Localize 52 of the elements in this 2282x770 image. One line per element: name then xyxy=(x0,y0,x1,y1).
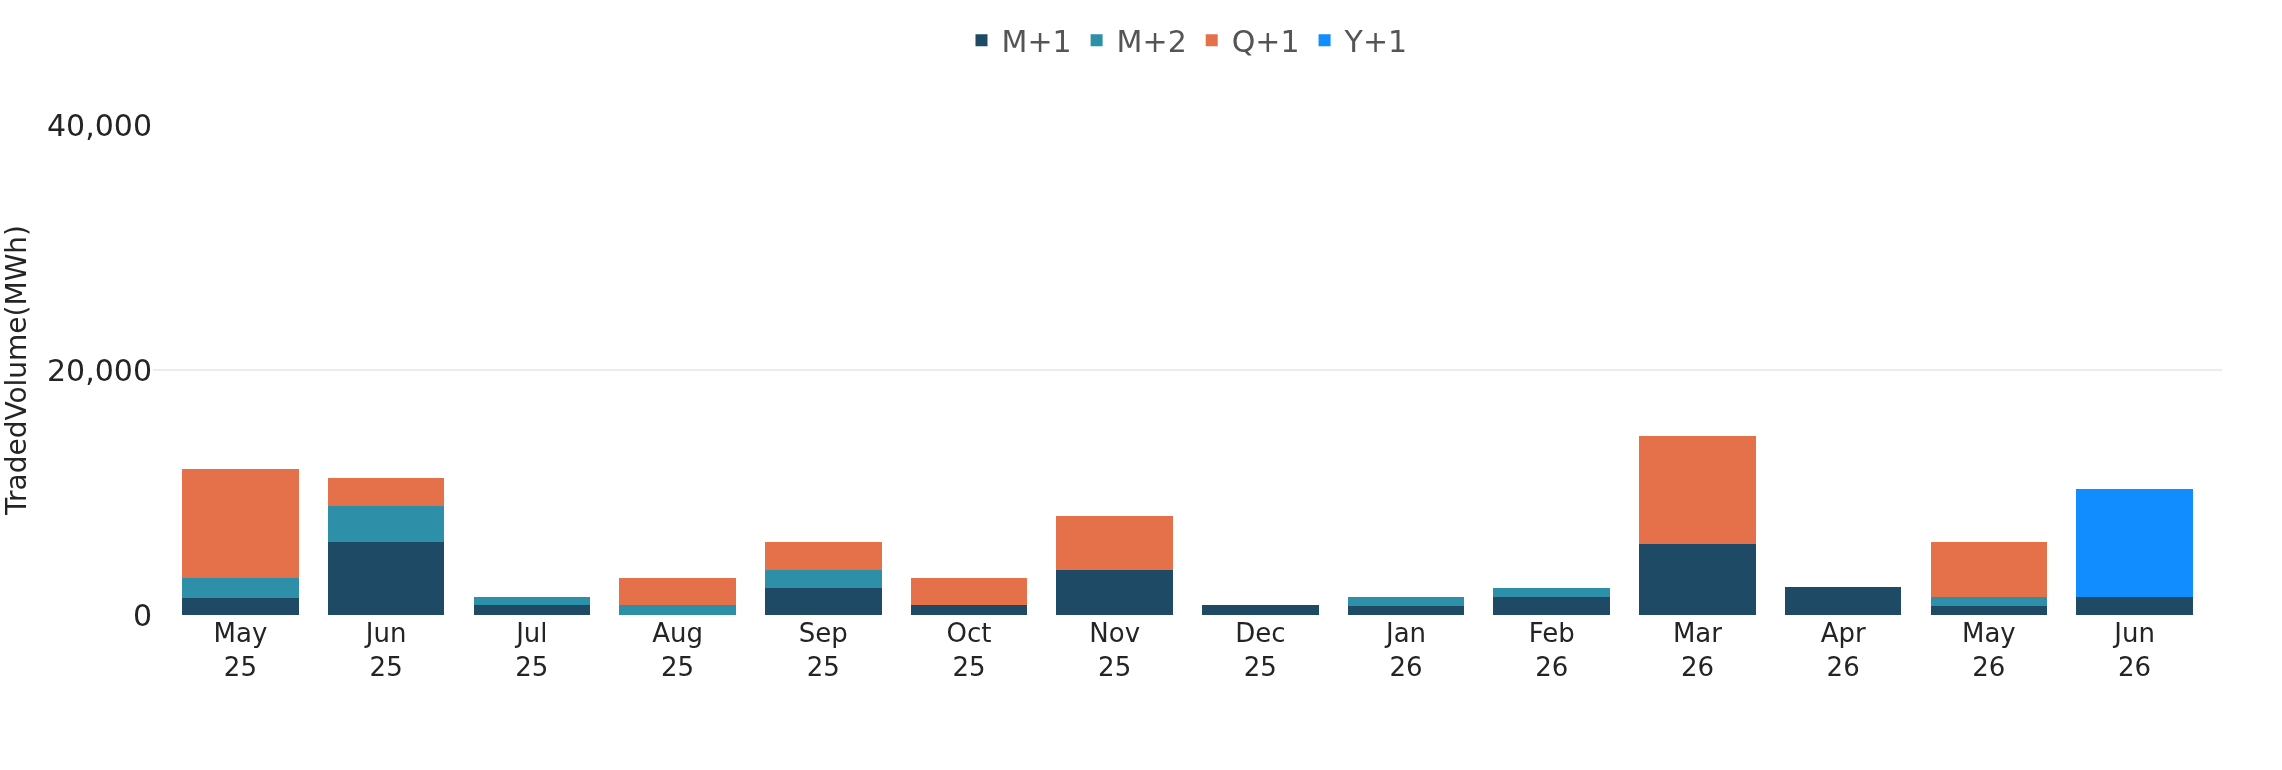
x-tick-label: Jan 26 xyxy=(1384,618,1427,682)
x-tick-label: Feb 26 xyxy=(1528,618,1575,682)
legend-label: M+2 xyxy=(1116,23,1187,59)
x-tick-label: Sep 25 xyxy=(798,618,848,682)
bar xyxy=(1056,569,1173,615)
bar xyxy=(764,569,882,589)
x-tick-label: Apr 26 xyxy=(1820,618,1866,682)
x-tick-label: Aug 25 xyxy=(652,618,703,682)
legend-label: Q+1 xyxy=(1231,23,1300,59)
x-tick-label: Mar 26 xyxy=(1672,618,1723,682)
bar xyxy=(1930,596,2048,607)
bar xyxy=(1202,605,1319,615)
x-tick-label: Jun 26 xyxy=(2112,618,2155,682)
x-tick-label: May 26 xyxy=(1961,618,2016,682)
bar xyxy=(1930,541,2048,597)
y-tick-label: 40,000 xyxy=(47,107,152,143)
bar xyxy=(2076,488,2193,597)
bar xyxy=(1493,588,1611,597)
x-tick-label: Dec 25 xyxy=(1235,618,1286,682)
bar xyxy=(619,578,736,606)
x-tick-label: May 25 xyxy=(213,618,268,682)
bar xyxy=(1056,515,1173,570)
y-tick-label: 0 xyxy=(132,597,152,633)
bar xyxy=(1784,586,1902,615)
bar xyxy=(2076,596,2193,615)
y-tick-label: 20,000 xyxy=(47,352,152,388)
bar xyxy=(619,605,736,615)
bar xyxy=(182,469,299,579)
bar xyxy=(1347,606,1465,615)
bar xyxy=(327,541,445,615)
bar xyxy=(473,605,591,615)
x-tick-label: Jun 25 xyxy=(363,618,407,682)
legend-label: M+1 xyxy=(1001,23,1072,59)
bar xyxy=(1639,436,1756,544)
bar xyxy=(1347,596,1465,607)
bar xyxy=(910,605,1028,615)
bar xyxy=(327,477,445,506)
bar xyxy=(910,578,1028,606)
x-tick-label: Nov 25 xyxy=(1089,618,1141,682)
bar xyxy=(182,597,299,615)
bar xyxy=(764,588,882,615)
bar xyxy=(1639,543,1756,615)
x-tick-label: Oct 25 xyxy=(946,618,992,682)
y-axis-title: TradedVolume(MWh) xyxy=(0,224,33,517)
bar xyxy=(1930,606,2048,615)
legend-label: Y+1 xyxy=(1343,23,1408,59)
bar xyxy=(327,505,445,542)
bar xyxy=(764,541,882,570)
bar xyxy=(182,578,299,598)
bar xyxy=(1493,596,1611,615)
bar xyxy=(473,596,591,606)
x-tick-label: Jul 25 xyxy=(514,618,549,682)
